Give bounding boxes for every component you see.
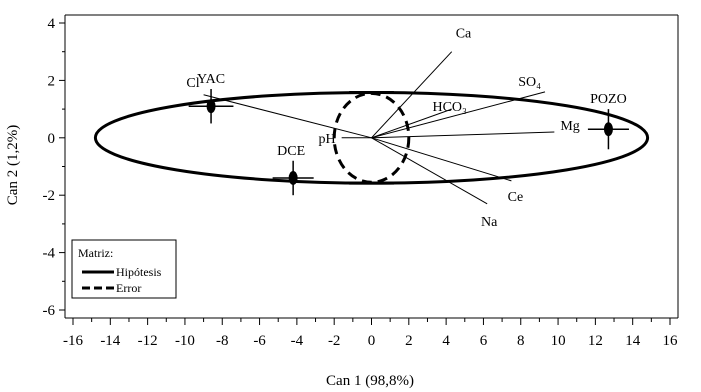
x-tick-label: 14	[625, 333, 641, 349]
x-tick-label: 12	[588, 333, 603, 349]
vector-label: Na	[481, 215, 498, 230]
vector-Mg	[371, 131, 555, 139]
y-tick-label: -6	[43, 303, 56, 319]
group-label: DCE	[277, 144, 305, 159]
y-tick-label: 0	[48, 131, 56, 147]
x-axis-title: Can 1 (98,8%)	[326, 373, 414, 389]
group-mean-marker	[603, 122, 613, 137]
x-tick-label: 2	[405, 333, 413, 349]
y-tick-label: 4	[48, 16, 56, 32]
vector-Ce	[371, 137, 512, 182]
x-tick-label: -8	[216, 333, 229, 349]
vector-HCO₃	[371, 108, 452, 139]
x-tick-label: 0	[368, 333, 376, 349]
legend-title: Matriz:	[78, 246, 113, 260]
vector-label: Ca	[456, 27, 472, 42]
y-axis-title: Can 2 (1,2%)	[5, 125, 21, 205]
vector-label: Cl	[186, 76, 199, 91]
x-tick-label: -6	[253, 333, 266, 349]
vector-label: HCO₃	[432, 100, 467, 115]
y-tick-label: 2	[48, 73, 56, 89]
y-tick-label: -2	[43, 188, 56, 204]
y-tick-label: -4	[43, 246, 56, 262]
legend-label-error: Error	[116, 281, 141, 295]
group-label: POZO	[590, 92, 627, 107]
group-mean-marker	[288, 170, 298, 185]
vector-SO₄	[371, 91, 546, 139]
vector-Cl	[203, 94, 372, 139]
vector-label: Mg	[560, 119, 579, 134]
vector-Na	[371, 137, 488, 205]
group-label: YAC	[197, 72, 225, 87]
x-tick-label: -16	[63, 333, 83, 349]
group-mean-marker	[206, 99, 216, 114]
x-tick-label: -4	[291, 333, 304, 349]
legend: Matriz: Hipótesis Error	[71, 239, 177, 299]
legend-label-hipotesis: Hipótesis	[116, 265, 162, 279]
x-tick-label: -10	[175, 333, 195, 349]
x-tick-label: 6	[480, 333, 488, 349]
x-tick-label: -2	[328, 333, 341, 349]
x-tick-label: 16	[663, 333, 679, 349]
x-tick-label: 8	[517, 333, 525, 349]
x-tick-label: 10	[551, 333, 566, 349]
vector-label: SO₄	[518, 75, 541, 90]
vector-label: Ce	[508, 190, 524, 205]
x-tick-label: -12	[138, 333, 158, 349]
vector-Ca	[371, 51, 453, 139]
x-tick-label: 4	[442, 333, 450, 349]
x-tick-label: -14	[100, 333, 120, 349]
vector-label: pH	[319, 132, 336, 147]
